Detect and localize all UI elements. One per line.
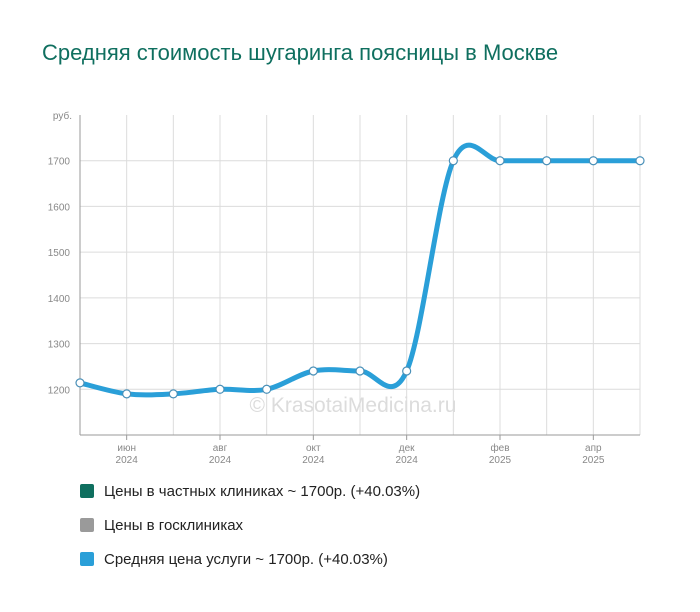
y-tick-label: 1300 [48,340,71,351]
legend-label-private: Цены в частных клиниках ~ 1700р. (+40.03… [104,482,421,500]
data-point [635,156,645,166]
legend-item-public[interactable]: Цены в госклиниках [80,516,420,534]
x-tick-label-year: 2024 [209,455,232,466]
x-axis-ticks: июн2024авг2024окт2024дек2024фев2025апр20… [116,435,605,466]
legend-label-average: Средняя цена услуги ~ 1700р. (+40.03%) [104,550,388,568]
legend-swatch-average [80,552,94,566]
grid-lines [80,115,641,435]
y-tick-label: 1700 [48,157,71,168]
data-point [495,156,505,166]
x-tick-label-month: апр [585,443,602,454]
y-tick-label: 1400 [48,294,71,305]
x-tick-label-year: 2025 [489,455,512,466]
data-point [122,389,132,399]
y-axis-ticks: руб. 1200 1300 1400 1500 1600 1700 [48,110,72,396]
legend: Цены в частных клиниках ~ 1700р. (+40.03… [80,482,420,584]
y-tick-label: 1200 [48,385,71,396]
data-point [262,384,272,394]
watermark: © KrasotaiMedicina.ru [250,394,457,417]
series-layer [77,142,643,398]
y-tick-label: 1500 [48,248,71,259]
data-point [542,156,552,166]
legend-swatch-private [80,484,94,498]
data-point [355,366,365,376]
data-point [75,378,85,388]
data-point [215,384,225,394]
x-tick-label-month: фев [490,442,509,454]
data-point [402,366,412,376]
data-point [448,156,458,166]
x-tick-label-year: 2024 [302,455,325,466]
x-tick-label-month: дек [399,443,415,454]
data-point [588,156,598,166]
legend-label-public: Цены в госклиниках [104,516,244,534]
x-tick-label-year: 2024 [396,455,419,466]
x-tick-label-month: июн [117,443,136,454]
legend-swatch-public [80,518,94,532]
data-point [308,366,318,376]
data-point [168,389,178,399]
x-tick-label-month: авг [213,443,228,454]
chart-title: Средняя стоимость шугаринга поясницы в М… [42,40,559,65]
x-tick-label-month: окт [306,443,321,454]
legend-item-private[interactable]: Цены в частных клиниках ~ 1700р. (+40.03… [80,482,420,500]
data-points [75,156,645,399]
x-tick-label-year: 2025 [582,455,605,466]
x-tick-label-year: 2024 [116,455,139,466]
y-axis-unit-label: руб. [53,110,72,122]
legend-item-average[interactable]: Средняя цена услуги ~ 1700р. (+40.03%) [80,550,420,568]
y-tick-label: 1600 [48,202,71,213]
series-line-average [77,142,643,398]
